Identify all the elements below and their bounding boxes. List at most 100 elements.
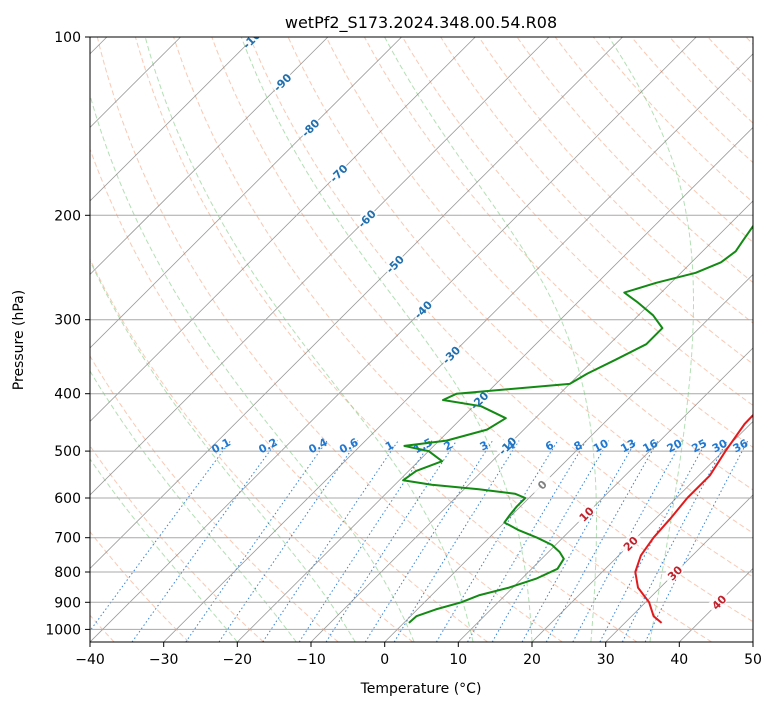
isotherm bbox=[237, 126, 753, 642]
y-axis-ticks: 100 200 300 400 500 600 700 800 900 1000 bbox=[45, 30, 90, 638]
mixing-ratio-label: 20 bbox=[665, 437, 685, 456]
isotherm-label-bg bbox=[354, 205, 379, 231]
mixing-ratio-label: 0.1 bbox=[209, 436, 232, 457]
profile-series bbox=[402, 224, 753, 624]
moist-adiabat bbox=[240, 37, 533, 642]
temperature-line bbox=[634, 413, 753, 624]
mixing-ratio-line bbox=[572, 440, 683, 642]
dry-adiabat bbox=[90, 258, 414, 642]
x-tick-label: −10 bbox=[296, 652, 326, 668]
mixing-ratio-lines bbox=[90, 440, 749, 642]
isotherm-label-bg bbox=[529, 472, 554, 497]
y-tick-label: 900 bbox=[54, 595, 81, 611]
mixing-ratio-line bbox=[393, 440, 520, 642]
mixing-ratio-label: 30 bbox=[710, 437, 730, 456]
chart-title: wetPf2_S173.2024.348.00.54.R08 bbox=[285, 13, 557, 33]
mixing-ratio-line bbox=[467, 440, 587, 642]
x-tick-label: 40 bbox=[670, 652, 688, 668]
mixing-ratio-line bbox=[262, 440, 399, 642]
dry-adiabat bbox=[745, 37, 753, 45]
dry-adiabat bbox=[707, 37, 753, 85]
mixing-ratio-line bbox=[435, 440, 559, 642]
y-tick-label: 500 bbox=[54, 444, 81, 460]
isotherm-label: -60 bbox=[356, 207, 379, 230]
isotherm bbox=[90, 37, 329, 275]
x-axis-ticks: −40 −30 −20 −10 0 10 20 30 40 50 bbox=[75, 642, 762, 668]
x-tick-label: 50 bbox=[744, 652, 762, 668]
mixing-ratio-line bbox=[521, 440, 637, 642]
isotherm bbox=[90, 37, 623, 570]
isotherm-label-bg bbox=[706, 589, 731, 614]
mixing-ratio-label: 0.4 bbox=[306, 436, 330, 457]
isotherm bbox=[752, 641, 753, 642]
isotherm-label-bg bbox=[573, 501, 598, 526]
isotherms bbox=[90, 37, 753, 642]
isotherm-label: -70 bbox=[327, 162, 350, 185]
dry-adiabat bbox=[516, 37, 753, 284]
isotherm bbox=[163, 53, 753, 642]
x-tick-label: 20 bbox=[523, 652, 541, 668]
mixing-ratio-line bbox=[491, 440, 610, 642]
dry-adiabat bbox=[90, 445, 264, 642]
dry-adiabat bbox=[478, 37, 753, 324]
isotherm-label-bg bbox=[494, 433, 519, 458]
isotherm-label: -50 bbox=[384, 253, 407, 276]
y-tick-label: 800 bbox=[54, 565, 81, 581]
dry-adiabat bbox=[96, 37, 563, 642]
y-tick-label: 100 bbox=[54, 30, 81, 46]
mixing-ratio-line bbox=[218, 440, 359, 642]
isotherm bbox=[90, 37, 697, 642]
moist-adiabat bbox=[608, 37, 694, 642]
y-axis-label: Pressure (hPa) bbox=[11, 290, 27, 390]
isotherm bbox=[384, 273, 753, 642]
dry-adiabat bbox=[90, 530, 190, 642]
isotherm-label: -80 bbox=[299, 116, 322, 139]
isotherm-label-bg bbox=[325, 160, 351, 185]
mixing-ratio-line bbox=[131, 440, 278, 642]
dry-adiabat bbox=[134, 37, 638, 642]
mixing-ratio-line bbox=[90, 440, 232, 632]
isobars bbox=[90, 37, 753, 630]
moist-adiabat bbox=[144, 37, 474, 642]
isotherm-label: -40 bbox=[412, 298, 435, 321]
dewpoint-line bbox=[402, 224, 753, 624]
isotherm-label-bg bbox=[241, 37, 266, 49]
dry-adiabat bbox=[771, 24, 775, 642]
mixing-ratio-labels: 0.1 0.2 0.4 0.6 1 1.5 2 3 4 6 8 10 13 16 20 25 30 36 bbox=[209, 436, 750, 457]
x-tick-label: −40 bbox=[75, 652, 105, 668]
mixing-ratio-line bbox=[325, 440, 458, 642]
moist-adiabat bbox=[90, 458, 238, 642]
mixing-ratio-label: 10 bbox=[591, 437, 611, 456]
isotherm-label-bg bbox=[410, 296, 435, 321]
y-tick-label: 300 bbox=[54, 313, 81, 329]
dry-adiabat bbox=[325, 37, 753, 491]
x-tick-label: 0 bbox=[380, 652, 389, 668]
y-tick-label: 1000 bbox=[45, 622, 81, 638]
isotherm bbox=[90, 37, 402, 349]
y-tick-label: 400 bbox=[54, 387, 81, 403]
isotherm-label: -30 bbox=[440, 343, 463, 366]
moist-adiabat bbox=[90, 259, 356, 642]
plot-area: -100-90-80-70-60-50-40-30-20-10010203040… bbox=[90, 24, 775, 642]
mixing-ratio-line bbox=[185, 440, 328, 642]
plot-frame bbox=[89, 36, 754, 643]
isotherm-label-bg bbox=[662, 560, 687, 585]
isotherm-label-bg bbox=[617, 530, 642, 555]
isotherm-label-bg bbox=[382, 251, 407, 276]
dry-adiabat bbox=[249, 37, 753, 578]
mixing-ratio-label: 25 bbox=[689, 437, 709, 456]
dry-adiabat bbox=[287, 37, 753, 534]
mixing-ratio-label: 0.6 bbox=[337, 436, 361, 457]
y-tick-label: 200 bbox=[54, 208, 81, 224]
dry-adiabat bbox=[401, 37, 753, 406]
moist-adiabats bbox=[90, 37, 694, 642]
isotherm bbox=[90, 37, 550, 496]
mixing-ratio-line bbox=[599, 440, 708, 642]
mixing-ratio-label: 36 bbox=[731, 437, 751, 456]
x-tick-label: −20 bbox=[223, 652, 253, 668]
dry-adiabat bbox=[440, 37, 753, 365]
mixing-ratio-line bbox=[545, 440, 659, 642]
mixing-ratio-line bbox=[298, 440, 433, 642]
isotherm-label-bg bbox=[297, 115, 322, 140]
mixing-ratio-label: 16 bbox=[641, 437, 661, 456]
